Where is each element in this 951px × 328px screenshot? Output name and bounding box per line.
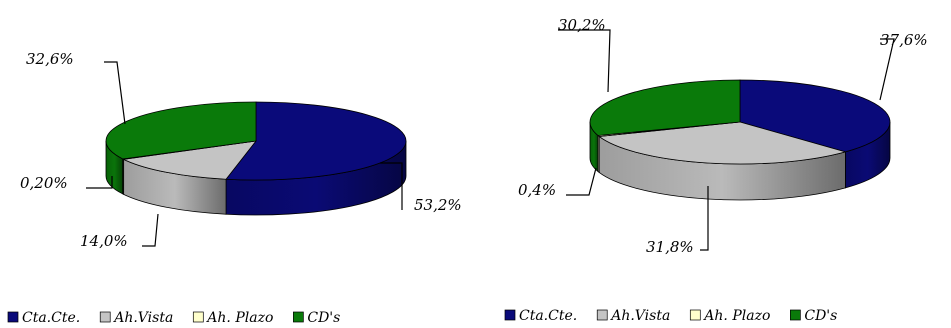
data-label-1-4: 32,6% bbox=[26, 50, 74, 68]
data-label-1-3: 0,20% bbox=[20, 174, 68, 192]
legend-swatch-1-4 bbox=[293, 311, 304, 323]
legend-swatch-1-1 bbox=[7, 311, 19, 323]
data-label-1-2: 14,0% bbox=[80, 232, 128, 250]
pie-slice-2-Cta.Cte. bbox=[739, 79, 891, 153]
leader-line-2-1 bbox=[879, 38, 895, 101]
data-label-2-1: 37,6% bbox=[880, 31, 928, 49]
legend-swatch-1-3 bbox=[192, 311, 204, 323]
legend-swatch-2-2 bbox=[596, 309, 608, 321]
pie-slice-2-Ah.Vista bbox=[598, 121, 847, 165]
legend-swatch-2-1 bbox=[504, 309, 516, 321]
leader-line-2-3 bbox=[566, 167, 597, 196]
data-label-2-2: 31,8% bbox=[646, 238, 694, 256]
legend-swatch-1-2 bbox=[99, 311, 111, 323]
legend-swatch-2-4 bbox=[790, 309, 801, 321]
legend-label-1-2: Ah.Vista bbox=[112, 310, 173, 326]
leader-line-2-4 bbox=[558, 29, 611, 93]
legend-1: Cta.Cte. Ah.Vista Ah. Plazo CD's bbox=[7, 310, 340, 326]
pie-slice-1-Cta.Cte. bbox=[225, 101, 407, 181]
legend-label-1-4: CD's bbox=[307, 310, 340, 326]
data-label-2-4: 30,2% bbox=[558, 16, 606, 34]
legend-label-2-3: Ah. Plazo bbox=[702, 308, 770, 324]
pie-chart-2: 37,6% 31,8% 0,4% 30,2% Cta.Cte. Ah.Vista Ah. P… bbox=[504, 16, 928, 324]
data-label-1-1: 53,2% bbox=[414, 196, 462, 214]
leader-line-1-1 bbox=[380, 162, 403, 210]
legend-label-2-2: Ah.Vista bbox=[609, 308, 670, 324]
leader-line-2-2 bbox=[700, 186, 709, 251]
data-label-2-3: 0,4% bbox=[518, 181, 556, 199]
legend-label-2-4: CD's bbox=[804, 308, 837, 324]
legend-label-1-3: Ah. Plazo bbox=[205, 310, 273, 326]
pie-slice-2-CD's bbox=[589, 79, 741, 136]
pie-slice-1-Ah.Vista bbox=[122, 140, 257, 180]
pie-slice-1-CD's bbox=[105, 101, 257, 160]
leader-line-1-2 bbox=[142, 213, 159, 247]
legend-2: Cta.Cte. Ah.Vista Ah. Plazo CD's bbox=[504, 308, 837, 324]
leader-line-1-4 bbox=[104, 61, 126, 125]
pie-chart-1: 53,2% 14,0% 0,20% 32,6% Cta.Cte. Ah.Vista Ah. … bbox=[7, 50, 462, 326]
legend-label-2-1: Cta.Cte. bbox=[519, 308, 577, 324]
legend-swatch-2-3 bbox=[689, 309, 701, 321]
legend-label-1-1: Cta.Cte. bbox=[22, 310, 80, 326]
leader-line-1-3 bbox=[86, 176, 113, 189]
